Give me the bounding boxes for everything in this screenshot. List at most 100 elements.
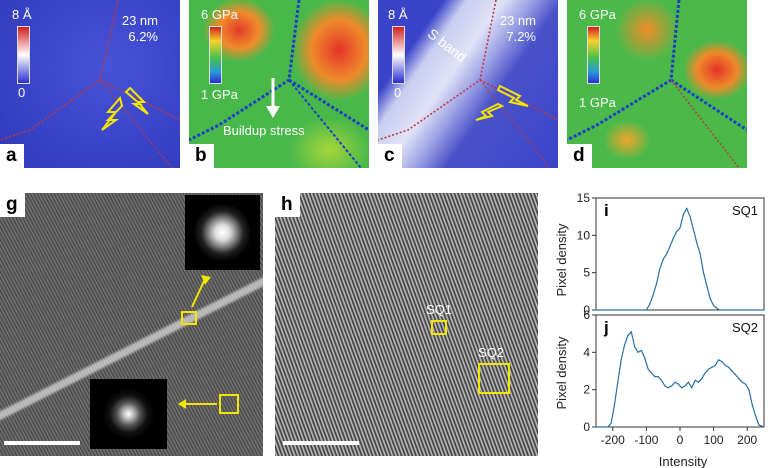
legend-label: SQ2 xyxy=(732,320,758,335)
x-tick-label: 0 xyxy=(677,433,684,447)
data-point xyxy=(607,426,609,428)
panel-b: 6 GPa 1 GPa Buildup stress b xyxy=(189,0,369,168)
data-point xyxy=(627,334,629,337)
data-point xyxy=(676,231,678,233)
data-point xyxy=(637,351,639,353)
data-point xyxy=(728,366,730,368)
colorbar-max-label: 8 Å xyxy=(388,7,408,22)
x-tick-label: 200 xyxy=(737,433,757,447)
data-point xyxy=(692,228,694,230)
colorbar-depth xyxy=(17,26,30,84)
y-tick-label: 4 xyxy=(583,345,590,359)
data-point xyxy=(610,422,612,424)
data-point xyxy=(671,385,673,387)
panel-d: 6 GPa 1 GPa d xyxy=(567,0,747,168)
xlabel-j: Intensity xyxy=(659,454,708,468)
grain-boundaries xyxy=(189,0,369,168)
data-point xyxy=(595,309,597,311)
data-point xyxy=(687,381,689,383)
data-point xyxy=(689,216,691,218)
data-point xyxy=(686,207,688,210)
plot-frame xyxy=(595,197,765,311)
data-point xyxy=(751,404,753,406)
panel-label-g: g xyxy=(0,193,25,217)
data-point xyxy=(709,298,711,300)
sq2-label: SQ2 xyxy=(478,345,505,360)
data-point xyxy=(634,346,636,348)
plot-frame xyxy=(595,314,765,428)
data-point xyxy=(595,426,597,428)
data-point xyxy=(719,309,721,311)
data-point xyxy=(734,374,736,376)
panel-a: 8 Å 0 23 nm 6.2% a xyxy=(0,0,180,168)
data-point xyxy=(701,377,703,380)
data-point xyxy=(640,349,642,352)
data-point xyxy=(718,359,720,361)
colorbar-max-label: 6 GPa xyxy=(201,7,238,22)
data-point xyxy=(630,331,632,333)
y-tick-label: 0 xyxy=(583,303,590,317)
data-point xyxy=(652,294,654,296)
data-point xyxy=(724,364,726,366)
data-point xyxy=(763,426,765,428)
data-point xyxy=(617,381,619,383)
data-point xyxy=(666,253,668,255)
data-point xyxy=(697,381,700,383)
strain-label: 6.2% xyxy=(128,29,158,44)
colorbar-min-label: 0 xyxy=(394,85,402,100)
panel-label-c: c xyxy=(378,144,402,168)
panel-label-j: j xyxy=(603,318,609,337)
data-point xyxy=(758,424,760,426)
data-point xyxy=(649,303,651,305)
size-label: 23 nm xyxy=(121,13,158,28)
fft-inset-bottom xyxy=(90,379,167,449)
data-point xyxy=(644,357,646,359)
scale-bar xyxy=(283,441,359,445)
data-point xyxy=(679,227,681,229)
data-point xyxy=(624,344,626,346)
colorbar-max-label: 8 Å xyxy=(12,7,32,22)
panel-label-d: d xyxy=(567,144,592,168)
roi-connectors xyxy=(178,275,217,409)
data-point xyxy=(672,237,674,239)
data-point xyxy=(704,372,706,374)
data-point xyxy=(620,359,622,361)
scale-bar xyxy=(4,441,80,445)
y-tick-label: 5 xyxy=(583,266,590,280)
roi-top xyxy=(181,311,197,325)
roi-sq1 xyxy=(431,320,447,335)
data-point xyxy=(667,387,669,389)
shear-arrow-down xyxy=(124,86,149,115)
data-point xyxy=(674,381,676,383)
data-point xyxy=(647,368,649,370)
x-tick-label: -200 xyxy=(601,433,625,447)
y-tick-label: 2 xyxy=(583,383,590,397)
data-point xyxy=(763,309,765,311)
data-point xyxy=(659,268,661,270)
data-point xyxy=(731,370,733,372)
colorbar-stress xyxy=(587,26,600,84)
legend-label: SQ1 xyxy=(732,203,758,218)
data-point xyxy=(664,385,666,387)
data-point xyxy=(654,376,656,378)
colorbar-stress xyxy=(209,26,222,84)
size-label: 23 nm xyxy=(499,13,536,28)
data-point xyxy=(662,258,664,260)
y-tick-label: 15 xyxy=(577,193,591,205)
grain-boundaries xyxy=(0,0,180,168)
roi-sq2 xyxy=(478,363,510,394)
x-tick-label: 100 xyxy=(704,433,724,447)
data-point xyxy=(702,272,705,274)
grain-boundaries xyxy=(378,0,558,168)
data-point xyxy=(708,368,710,370)
colorbar-min-label: 0 xyxy=(18,85,26,100)
data-point xyxy=(682,213,684,215)
data-point xyxy=(645,309,647,311)
data-point xyxy=(613,404,616,406)
data-point xyxy=(706,285,708,287)
data-point xyxy=(711,366,713,368)
fft-inset-top xyxy=(185,195,260,270)
series-line xyxy=(596,330,765,428)
y-tick-label: 10 xyxy=(577,228,591,242)
data-point xyxy=(694,379,696,381)
